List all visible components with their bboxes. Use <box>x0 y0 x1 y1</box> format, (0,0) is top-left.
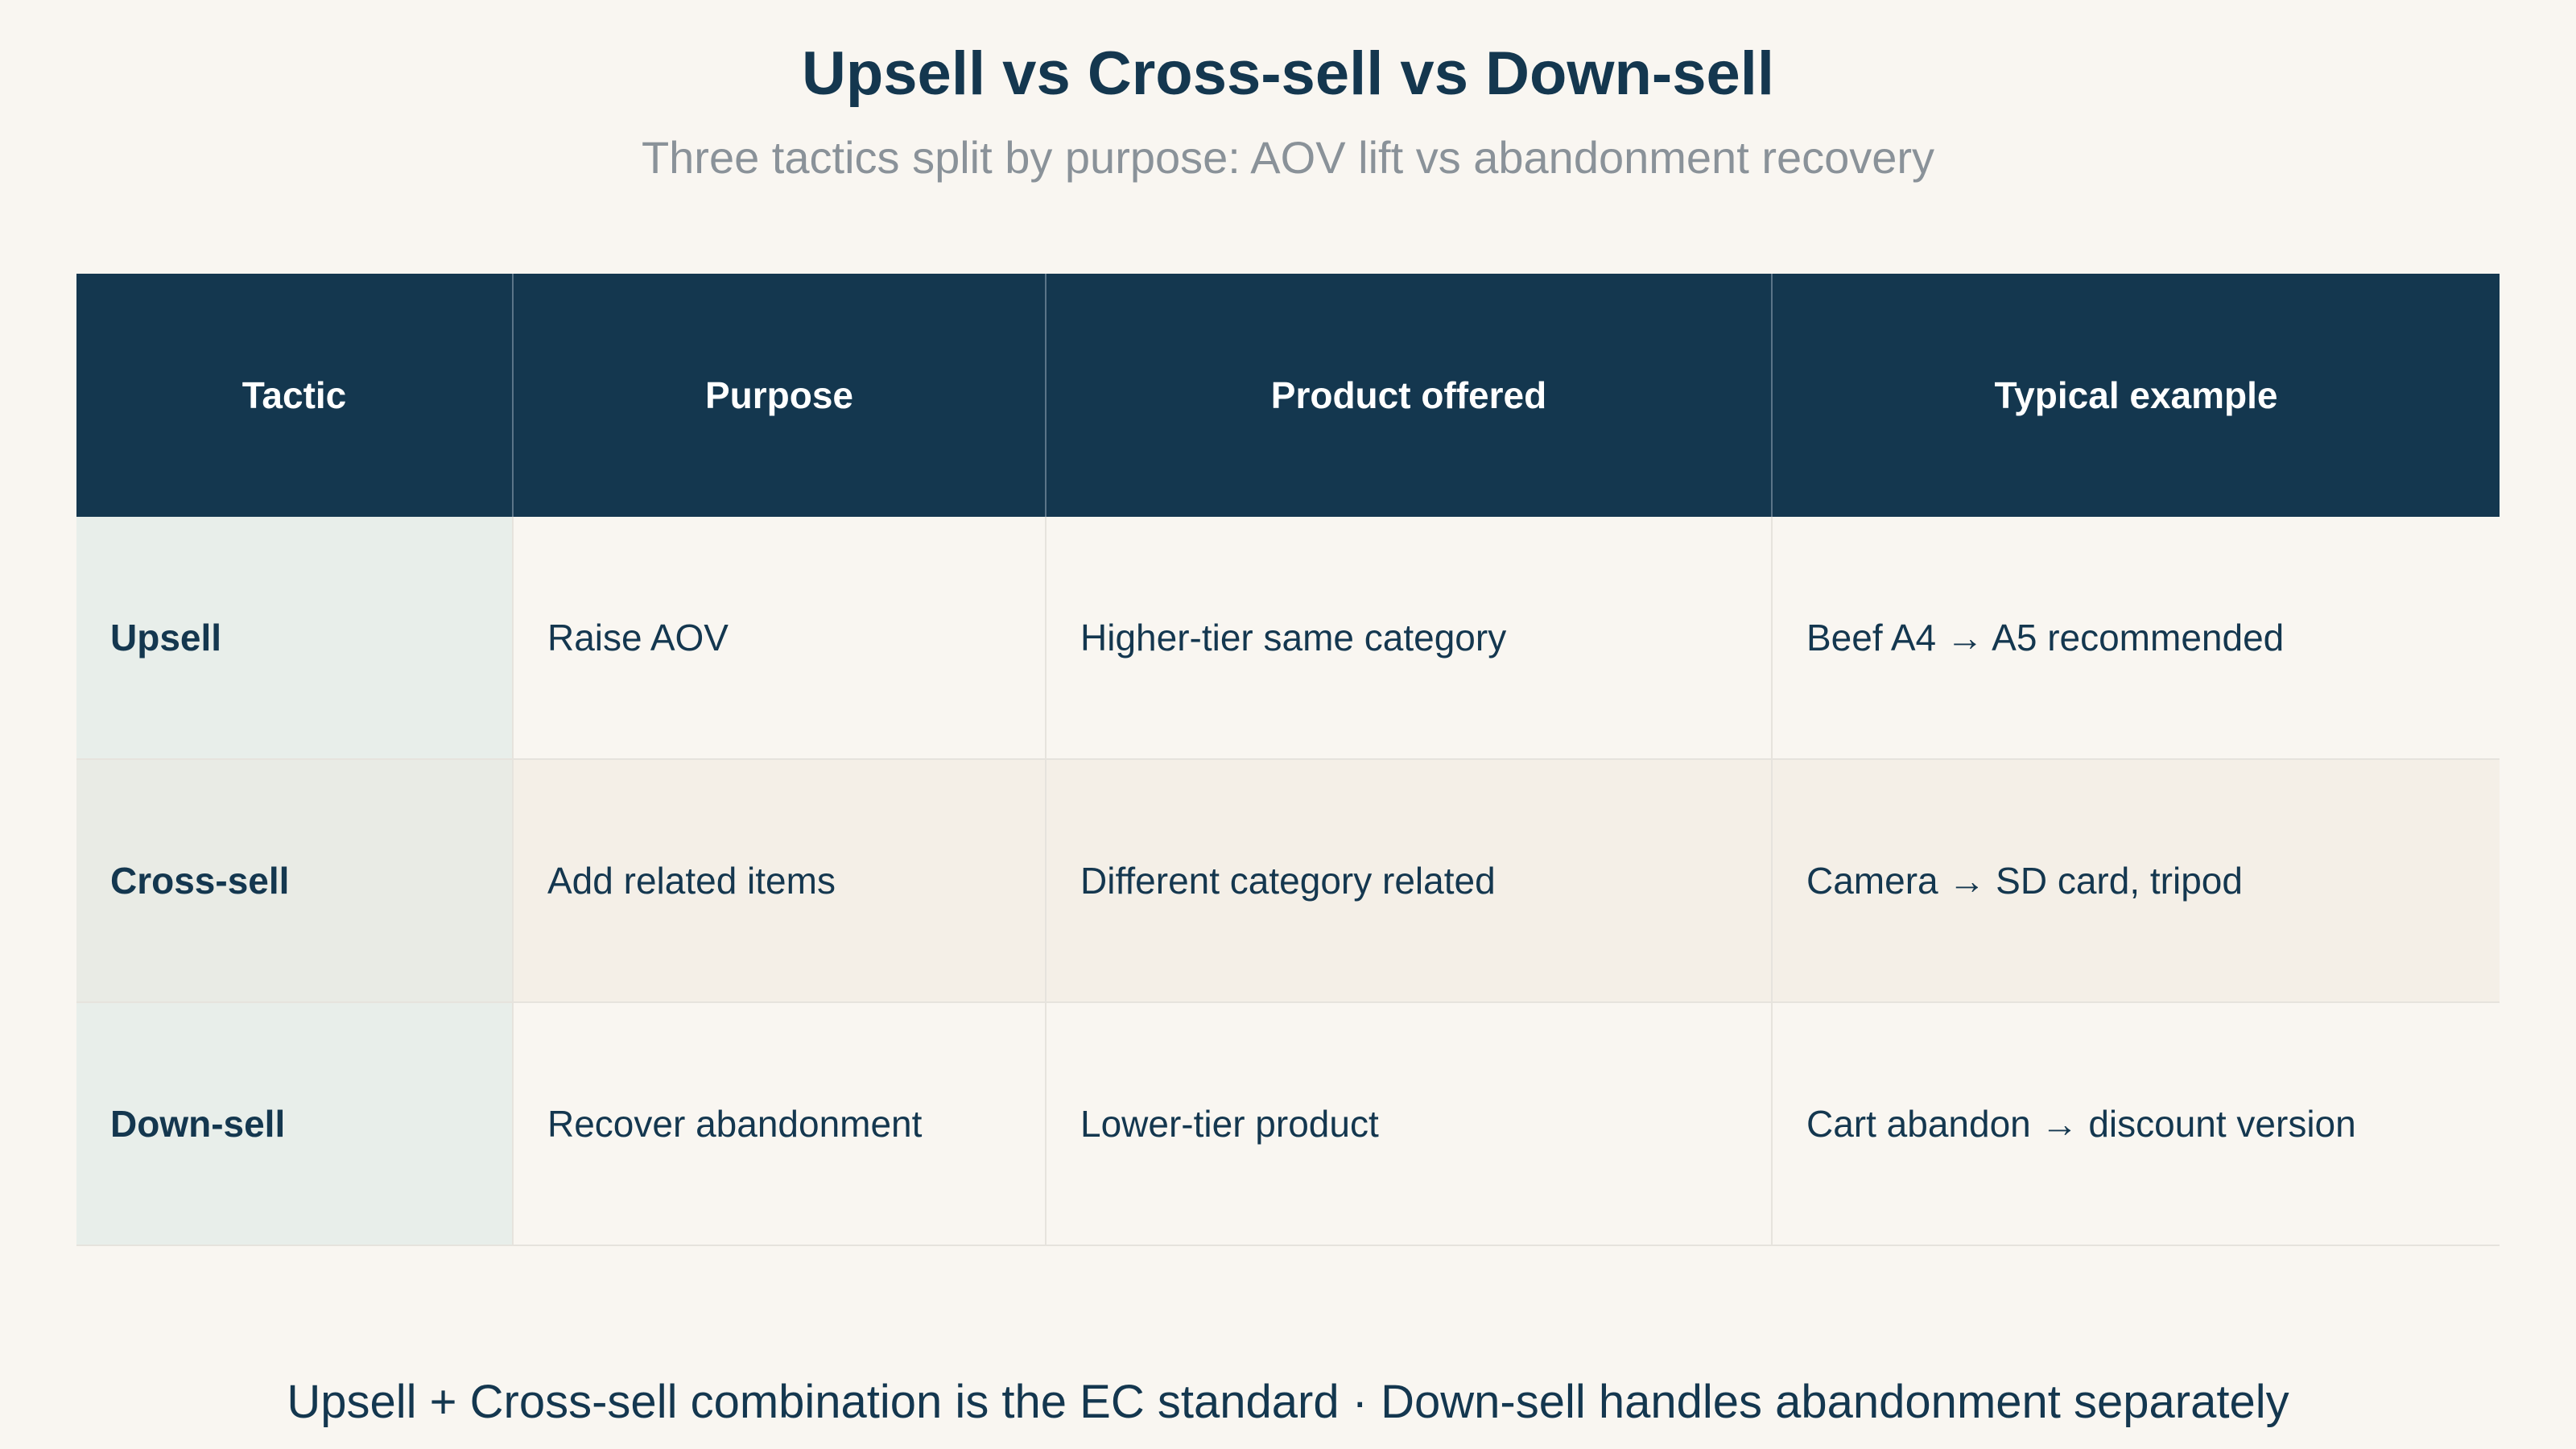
cell-purpose: Raise AOV <box>512 517 1046 760</box>
table-row: Upsell Raise AOV Higher-tier same catego… <box>76 517 2500 760</box>
cell-tactic: Upsell <box>76 517 513 760</box>
cell-purpose: Add related items <box>512 759 1046 1003</box>
header-purpose: Purpose <box>512 274 1046 517</box>
cell-product-offered: Different category related <box>1045 759 1772 1003</box>
chart-subtitle: Three tactics split by purpose: AOV lift… <box>641 132 1935 183</box>
header-typical-example: Typical example <box>1771 274 2500 517</box>
comparison-table: Tactic Purpose Product offered Typical e… <box>76 274 2500 1246</box>
cell-typical-example: Cart abandon → discount version <box>1771 1002 2500 1246</box>
table-row: Down-sell Recover abandonment Lower-tier… <box>76 1002 2500 1246</box>
cell-tactic: Down-sell <box>76 1002 513 1246</box>
cell-typical-example: Camera → SD card, tripod <box>1771 759 2500 1003</box>
footnote: Upsell + Cross-sell combination is the E… <box>287 1376 2289 1428</box>
chart-title: Upsell vs Cross-sell vs Down-sell <box>801 39 1775 108</box>
cell-product-offered: Higher-tier same category <box>1045 517 1772 760</box>
table-body: Upsell Raise AOV Higher-tier same catego… <box>76 517 2500 1246</box>
table-header: Tactic Purpose Product offered Typical e… <box>76 274 2500 517</box>
cell-tactic: Cross-sell <box>76 759 513 1003</box>
cell-typical-example: Beef A4 → A5 recommended <box>1771 517 2500 760</box>
table-row: Cross-sell Add related items Different c… <box>76 759 2500 1003</box>
header-product-offered: Product offered <box>1045 274 1772 517</box>
cell-purpose: Recover abandonment <box>512 1002 1046 1246</box>
header-tactic: Tactic <box>76 274 513 517</box>
cell-product-offered: Lower-tier product <box>1045 1002 1772 1246</box>
header-row: Tactic Purpose Product offered Typical e… <box>76 274 2500 517</box>
